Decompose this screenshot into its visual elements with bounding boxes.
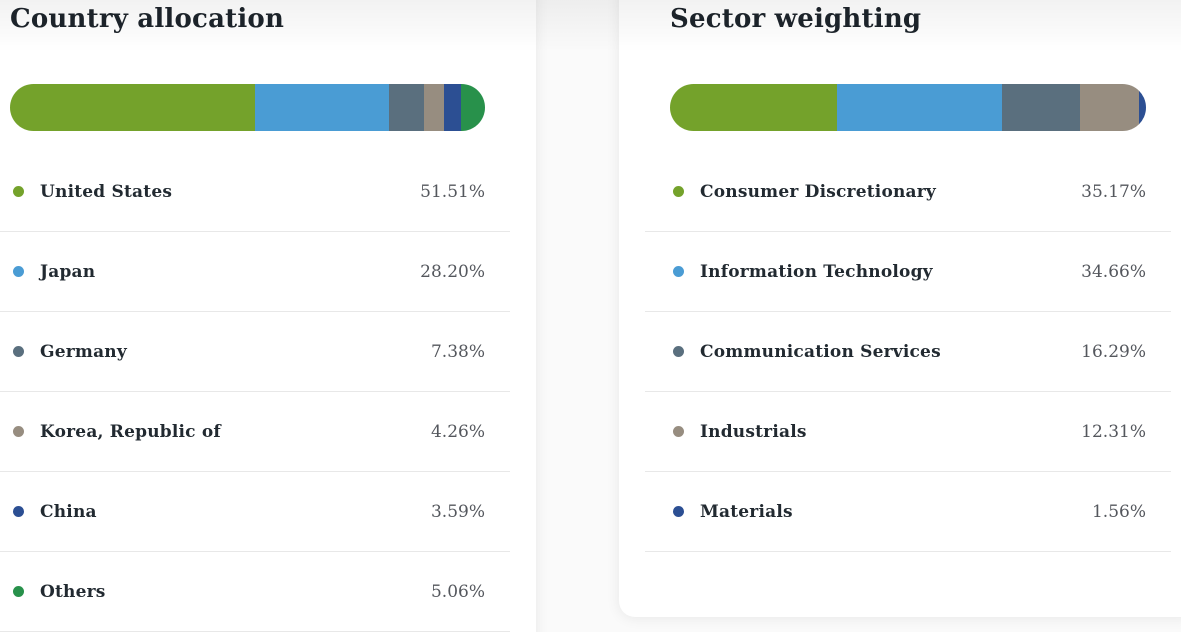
list-item-japan: Japan 28.20%	[0, 232, 510, 312]
item-value: 3.59%	[430, 501, 485, 522]
list-item-korea-republic-of: Korea, Republic of 4.26%	[0, 392, 510, 472]
item-label: Materials	[700, 501, 793, 522]
bar-segment-materials[interactable]	[1138, 84, 1146, 131]
item-value: 35.17%	[1081, 181, 1146, 202]
legend-dot-icon	[673, 266, 684, 277]
legend-dot-icon	[673, 346, 684, 357]
bar-segment-industrials[interactable]	[1079, 84, 1139, 131]
bar-segment-communication-services[interactable]	[1002, 84, 1080, 131]
country-allocation-title: Country allocation	[10, 4, 285, 34]
bar-segment-information-technology[interactable]	[837, 84, 1003, 131]
item-label: Germany	[40, 341, 127, 362]
sector-weighting-card: Sector weighting Consumer Discretionary 3…	[619, 0, 1181, 617]
legend-dot-icon	[673, 186, 684, 197]
legend-dot-icon	[13, 266, 24, 277]
item-value: 51.51%	[420, 181, 485, 202]
item-value: 4.26%	[430, 421, 485, 442]
bar-segment-consumer-discretionary[interactable]	[670, 84, 838, 131]
item-label: Industrials	[700, 421, 807, 442]
list-item-information-technology: Information Technology 34.66%	[645, 232, 1171, 312]
sector-weighting-title: Sector weighting	[670, 4, 922, 34]
list-item-communication-services: Communication Services 16.29%	[645, 312, 1171, 392]
list-item-industrials: Industrials 12.31%	[645, 392, 1171, 472]
item-value: 34.66%	[1081, 261, 1146, 282]
item-value: 1.56%	[1091, 501, 1146, 522]
bar-segment-united-states[interactable]	[10, 84, 255, 131]
sector-weighting-stacked-bar	[670, 84, 1146, 131]
country-allocation-card: Country allocation United States 51.51% Ja…	[0, 0, 536, 632]
item-value: 5.06%	[430, 581, 485, 602]
item-label: Communication Services	[700, 341, 941, 362]
item-label: Consumer Discretionary	[700, 181, 936, 202]
legend-dot-icon	[13, 506, 24, 517]
bar-segment-germany[interactable]	[388, 84, 424, 131]
item-value: 12.31%	[1081, 421, 1146, 442]
bar-segment-china[interactable]	[443, 84, 461, 131]
list-item-others: Others 5.06%	[0, 552, 510, 632]
list-item-germany: Germany 7.38%	[0, 312, 510, 392]
list-item-consumer-discretionary: Consumer Discretionary 35.17%	[645, 152, 1171, 232]
bar-segment-others[interactable]	[460, 84, 485, 131]
bar-segment-korea-republic-of[interactable]	[423, 84, 444, 131]
bar-segment-japan[interactable]	[254, 84, 389, 131]
country-allocation-stacked-bar	[10, 84, 485, 131]
legend-dot-icon	[13, 586, 24, 597]
item-value: 28.20%	[420, 261, 485, 282]
sector-weighting-list: Consumer Discretionary 35.17% Information …	[645, 152, 1171, 552]
item-label: Japan	[40, 261, 96, 282]
item-label: Information Technology	[700, 261, 933, 282]
list-item-united-states: United States 51.51%	[0, 152, 510, 232]
list-item-china: China 3.59%	[0, 472, 510, 552]
legend-dot-icon	[13, 186, 24, 197]
legend-dot-icon	[673, 506, 684, 517]
country-allocation-list: United States 51.51% Japan 28.20% Germany 7.3…	[0, 152, 510, 632]
legend-dot-icon	[13, 426, 24, 437]
item-value: 16.29%	[1081, 341, 1146, 362]
legend-dot-icon	[673, 426, 684, 437]
item-label: United States	[40, 181, 173, 202]
item-value: 7.38%	[430, 341, 485, 362]
item-label: Korea, Republic of	[40, 421, 221, 442]
list-item-materials: Materials 1.56%	[645, 472, 1171, 552]
legend-dot-icon	[13, 346, 24, 357]
item-label: China	[40, 501, 97, 522]
item-label: Others	[40, 581, 106, 602]
